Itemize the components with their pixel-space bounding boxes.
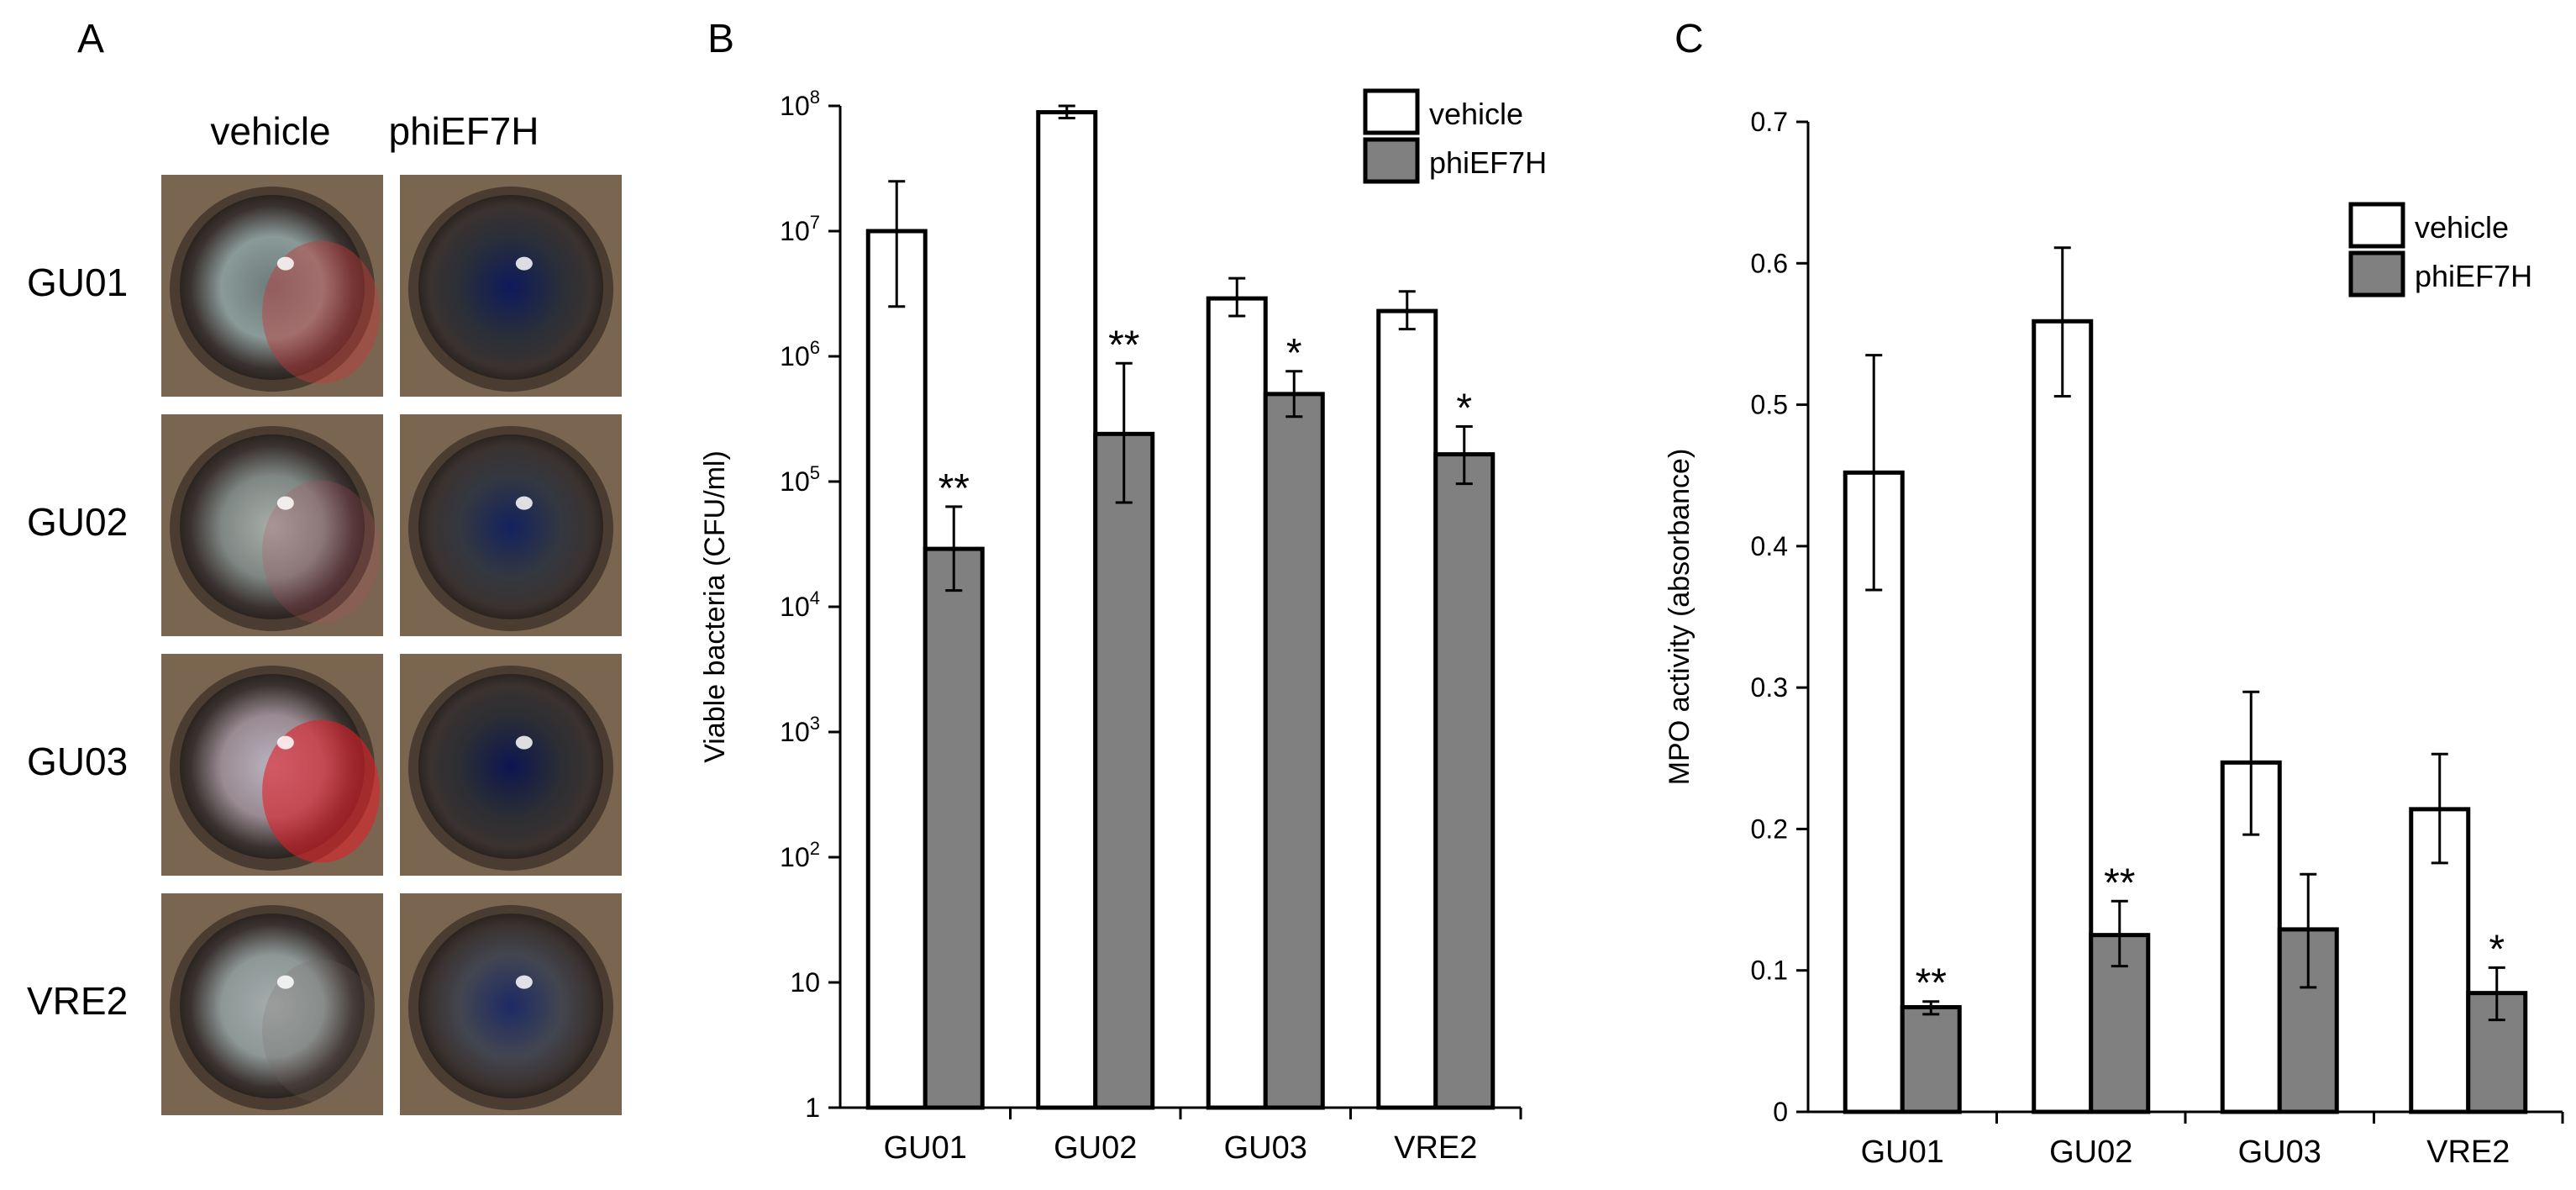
photo-eyeball	[180, 434, 365, 619]
bar-phief7h-gu01	[1900, 1004, 1962, 1114]
y-tick-label: 0.3	[1751, 672, 1788, 703]
panel-a: A vehicle phiEF7H GU01 GU02 GU03 VRE2	[27, 17, 622, 1115]
significance-marker: **	[1916, 961, 1947, 1006]
legend-swatch-vehicle	[2348, 202, 2405, 249]
eye-photo-gu03-vehicle	[161, 654, 383, 876]
significance-marker: *	[1456, 387, 1472, 431]
y-tick-label: 103	[780, 713, 820, 747]
bar-phief7h-vre2	[1433, 452, 1496, 1110]
x-tick-label: GU03	[2238, 1135, 2321, 1170]
photo-reflection	[515, 256, 533, 271]
panel-b: B 1 10 102 103 104 105 106 107 108 Viable bacteri…	[699, 17, 1547, 1166]
photo-reflection	[276, 735, 294, 750]
eye-photo-gu02-vehicle	[161, 414, 383, 636]
y-tick-label: 0	[1773, 1097, 1788, 1127]
significance-marker: *	[1286, 331, 1302, 376]
bar-vehicle-gu02	[1036, 110, 1098, 1110]
row-label-gu02: GU02	[27, 500, 128, 544]
photo-reflection	[515, 975, 533, 989]
y-tick-label: 102	[780, 838, 820, 872]
legend-label-phief7h: phiEF7H	[2415, 259, 2532, 293]
row-label-gu01: GU01	[27, 261, 128, 304]
photo-reflection	[515, 496, 533, 510]
bar-phief7h-gu02	[1093, 431, 1155, 1110]
photo-redness	[262, 959, 381, 1103]
chart-c: 0 0.1 0.2 0.3 0.4 0.5 0.6 0.7 MPO activity (abso…	[1664, 107, 2564, 1170]
panel-c-letter: C	[1674, 17, 1704, 61]
x-tick-label: GU01	[1861, 1135, 1944, 1170]
bar-vehicle-vre2	[1376, 308, 1438, 1110]
photo-eyeball	[180, 914, 365, 1098]
photo-eyeball	[418, 434, 603, 619]
significance-marker: **	[2104, 861, 2135, 905]
x-tick-label: VRE2	[1394, 1130, 1477, 1166]
x-tick-label: GU01	[884, 1130, 967, 1166]
bar-vehicle-gu03	[1206, 296, 1268, 1110]
x-tick-label: VRE2	[2426, 1135, 2510, 1170]
row-label-vre2: VRE2	[27, 979, 128, 1023]
y-tick-label: 0.7	[1751, 107, 1788, 137]
x-tick-label: GU02	[2049, 1135, 2132, 1170]
photo-eyeball	[418, 914, 603, 1098]
column-label-phief7h: phiEF7H	[389, 109, 539, 153]
photo-reflection	[515, 735, 533, 750]
y-tick-label: 106	[780, 337, 820, 371]
legend-swatch-vehicle	[1363, 88, 1420, 135]
y-tick-label: 105	[780, 462, 820, 497]
legend-label-phief7h: phiEF7H	[1429, 145, 1547, 180]
y-axis-title: MPO activity (absorbance)	[1664, 449, 1695, 786]
panel-b-letter: B	[707, 17, 734, 61]
y-tick-label: 108	[780, 87, 820, 121]
eye-photo-gu03-phief7h	[400, 654, 622, 876]
x-tick-label: GU02	[1054, 1130, 1137, 1166]
photo-eyeball	[418, 674, 603, 859]
bar-vehicle-gu02	[2032, 319, 2094, 1114]
y-tick-label: 104	[780, 587, 820, 622]
significance-marker: *	[2489, 927, 2505, 971]
photo-reflection	[276, 256, 294, 271]
eye-photo-vre2-phief7h	[400, 893, 622, 1115]
photo-eyeball	[180, 195, 365, 380]
y-tick-label: 10	[790, 967, 820, 998]
bar-phief7h-gu03	[1263, 392, 1325, 1110]
eye-photo-gu02-phief7h	[400, 414, 622, 636]
bar-phief7h-gu01	[923, 546, 985, 1110]
panel-a-letter: A	[77, 17, 104, 61]
panel-c: C 0 0.1 0.2 0.3 0.4 0.5 0.6 0.7 MPO activity (ab…	[1664, 17, 2564, 1170]
photo-reflection	[276, 975, 294, 989]
eye-photo-grid	[161, 175, 622, 1115]
y-tick-label: 0.4	[1751, 531, 1788, 561]
legend-label-vehicle: vehicle	[2415, 210, 2509, 245]
y-tick-label: 0.1	[1751, 956, 1788, 986]
photo-reflection	[276, 496, 294, 510]
y-tick-label: 0.5	[1751, 390, 1788, 420]
legend-swatch-phief7h	[1363, 137, 1420, 184]
eye-photo-gu01-phief7h	[400, 175, 622, 397]
photo-redness	[262, 719, 381, 863]
y-tick-label: 1	[805, 1093, 820, 1123]
eye-photo-vre2-vehicle	[161, 893, 383, 1115]
row-label-gu03: GU03	[27, 740, 128, 783]
chart-b: 1 10 102 103 104 105 106 107 108 Viable bacteria …	[699, 87, 1547, 1166]
y-tick-label: 0.2	[1751, 814, 1788, 844]
bar-vehicle-gu01	[865, 229, 928, 1110]
legend-swatch-phief7h	[2348, 250, 2405, 298]
y-tick-label: 107	[780, 212, 820, 246]
photo-eyeball	[418, 195, 603, 380]
x-tick-label: GU03	[1224, 1130, 1307, 1166]
significance-marker: **	[1108, 323, 1139, 367]
bar-phief7h-vre2	[2466, 991, 2528, 1114]
photo-redness	[262, 240, 381, 384]
y-tick-label: 0.6	[1751, 248, 1788, 278]
photo-redness	[262, 480, 381, 624]
legend-label-vehicle: vehicle	[1429, 97, 1523, 131]
column-label-vehicle: vehicle	[210, 109, 330, 153]
eye-photo-gu01-vehicle	[161, 175, 383, 397]
significance-marker: **	[938, 466, 970, 511]
y-axis-title: Viable bacteria (CFU/ml)	[699, 450, 731, 763]
